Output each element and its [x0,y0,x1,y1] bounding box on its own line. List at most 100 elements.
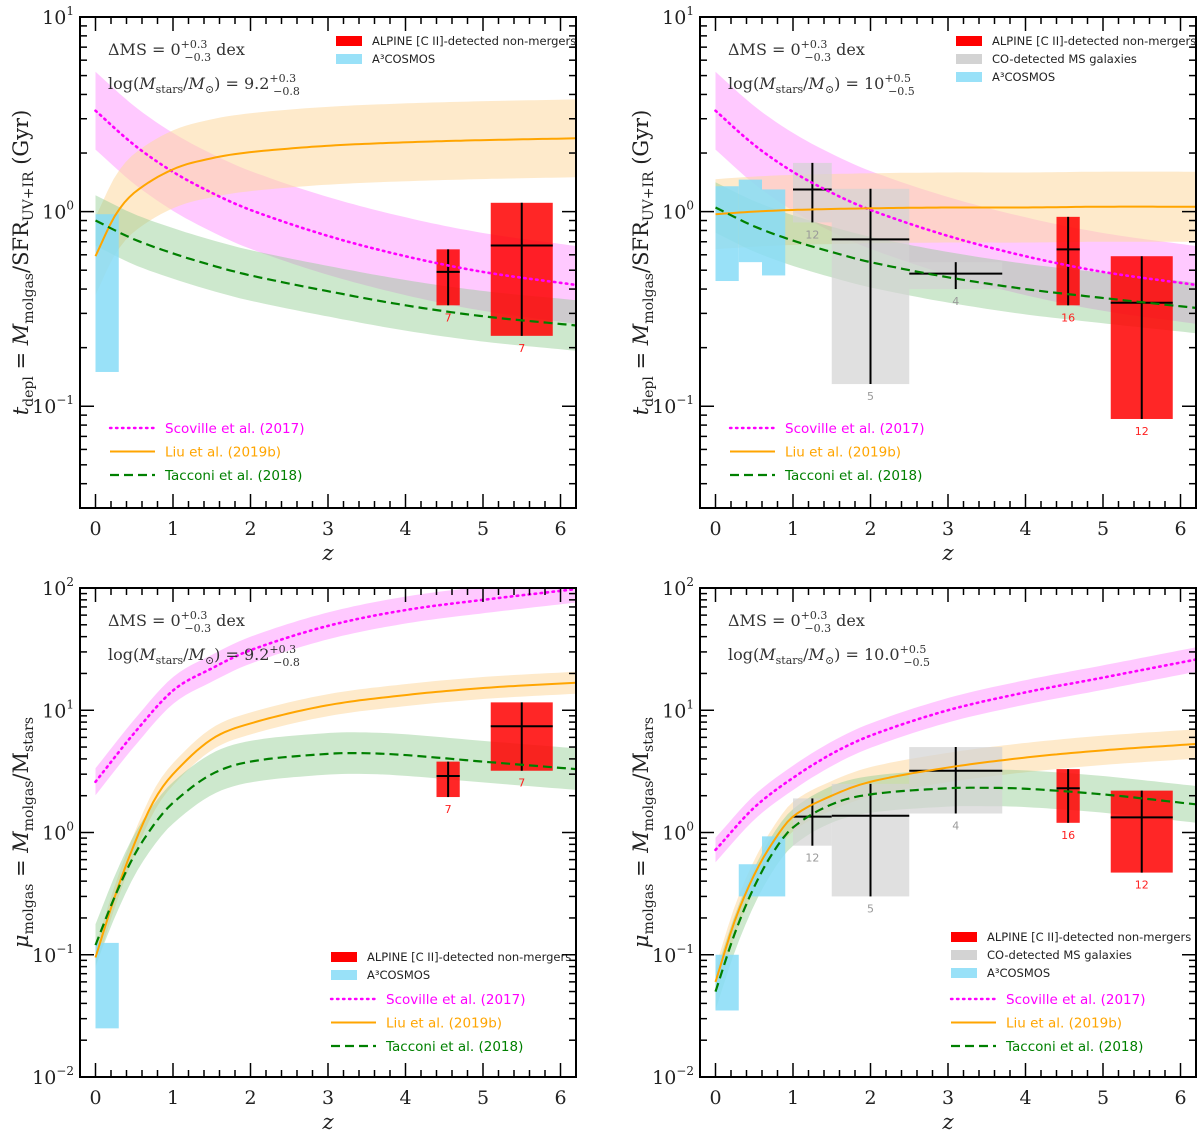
series-line-tacconi [95,219,576,327]
x-axis-label: z [321,541,334,565]
series-line-tacconi [94,751,576,946]
annotation-stellar-mass: log(Mstars/M⊙) = 10+0.5 −0.5 [728,72,915,98]
panel-mu_lowmass: 7 7 0 1 2 3 4 5 6 z 102 101 100 10−1 10−2 μmolgas = Mmo… [9,575,577,1134]
legend-label: ALPINE [C II]-detected non-mergers [367,950,571,964]
x-tick-label: 2 [864,1087,876,1109]
series-line-liu [715,205,1196,216]
legend-lines: Scoville et al. (2017) Liu et al. (2019b)… [329,992,525,1055]
band-liu [95,99,576,296]
x-tick-label: 6 [554,1087,566,1109]
data-box-acosmos [738,179,762,263]
y-tick-label: 101 [662,4,694,29]
band-scoville [95,588,576,796]
legend-swatch [336,36,362,46]
x-tick-label: 1 [167,518,179,540]
legend-lines: Scoville et al. (2017) Liu et al. (2019b)… [728,421,924,484]
x-tick-label: 0 [709,1087,721,1109]
x-tick-label: 1 [787,1087,799,1109]
annotation-delta-ms: ΔMS = 0+0.3 −0.3 dex [108,609,245,635]
count-label: 12 [805,852,819,865]
legend-swatch [951,968,977,978]
legend-line-label: Liu et al. (2019b) [785,445,901,461]
x-tick-label: 5 [1097,1087,1109,1109]
series-line-tacconi [715,206,1196,309]
legend-swatch [331,952,357,962]
legend-line-label: Liu et al. (2019b) [386,1016,502,1032]
legend-line-label: Liu et al. (2019b) [165,445,281,461]
x-tick-label: 3 [942,1087,954,1109]
count-label: 4 [952,820,959,833]
count-label: 12 [1135,879,1149,892]
y-tick-label: 101 [42,4,74,29]
legend-label: CO-detected MS galaxies [987,948,1132,962]
y-tick-label: 101 [42,697,74,722]
count-label: 5 [867,902,874,915]
legend-line-label: Tacconi et al. (2018) [784,468,922,484]
y-tick-label: 10−1 [652,942,694,967]
y-tick-label: 102 [662,575,694,600]
series-line-scoville [714,658,1196,852]
count-label: 16 [1061,311,1075,324]
data-box-acosmos [95,214,119,372]
x-tick-label: 1 [787,518,799,540]
data-box-acosmos [762,189,786,276]
x-tick-label: 4 [399,518,411,540]
legend-line-label: Scoville et al. (2017) [165,421,304,437]
y-axis-label: tdepl = Mmolgas/SFRUV+IR (Gyr) [629,110,657,416]
annotation-stellar-mass: log(Mstars/M⊙) = 9.2+0.3 −0.8 [108,643,300,669]
legend-label: ALPINE [C II]-detected non-mergers [992,34,1196,48]
y-tick-label: 101 [662,697,694,722]
annotation-delta-ms: ΔMS = 0+0.3 −0.3 dex [728,609,865,635]
y-tick-label: 10−1 [652,393,694,418]
legend-boxes: ALPINE [C II]-detected non-mergers A³COSM… [336,34,576,66]
x-tick-label: 6 [1174,1087,1186,1109]
legend-label: A³COSMOS [992,70,1055,84]
legend-boxes: ALPINE [C II]-detected non-mergers A³COSM… [331,950,571,982]
x-tick-label: 0 [89,1087,101,1109]
data-box-acosmos [95,942,119,1029]
x-axis-label: z [321,1110,334,1134]
plot-area [714,647,1196,1011]
x-axis-label: z [941,1110,954,1134]
plot-area [94,71,576,372]
x-tick-label: 5 [477,518,489,540]
legend-line-label: Scoville et al. (2017) [386,992,525,1008]
x-tick-label: 6 [554,518,566,540]
series-line-scoville [94,109,576,287]
legend-line-label: Tacconi et al. (2018) [385,1039,523,1055]
y-axis-label: tdepl = Mmolgas/SFRUV+IR (Gyr) [9,110,37,416]
y-tick-label: 10−2 [32,1064,74,1089]
legend-swatch [956,72,982,82]
legend-boxes: ALPINE [C II]-detected non-mergers CO-det… [951,930,1191,980]
count-label: 12 [805,228,819,241]
plot-area [94,588,576,1029]
y-tick-label: 100 [42,199,74,224]
x-tick-label: 5 [1097,518,1109,540]
series-line-tacconi [714,786,1196,992]
annotation-stellar-mass: log(Mstars/M⊙) = 10.0+0.5 −0.5 [728,643,930,669]
x-tick-label: 3 [322,518,334,540]
legend-lines: Scoville et al. (2017) Liu et al. (2019b)… [108,421,304,484]
legend-line-label: Tacconi et al. (2018) [164,468,302,484]
x-tick-label: 3 [322,1087,334,1109]
count-label: 7 [445,803,452,816]
y-axis-label: μmolgas = Mmolgas/Mstars [629,717,657,948]
count-label: 4 [952,295,959,308]
legend-swatch [331,970,357,980]
x-tick-label: 4 [399,1087,411,1109]
count-label: 16 [1061,829,1075,842]
x-axis-label: z [941,541,954,565]
legend-lines: Scoville et al. (2017) Liu et al. (2019b)… [949,992,1145,1055]
band-liu [95,671,576,969]
count-label: 7 [518,342,525,355]
count-label: 7 [518,777,525,790]
legend-label: A³COSMOS [372,52,435,66]
legend-label: ALPINE [C II]-detected non-mergers [372,34,576,48]
data-box-acosmos [715,954,739,1011]
count-label: 12 [1135,425,1149,438]
x-tick-label: 3 [942,518,954,540]
x-tick-label: 0 [89,518,101,540]
